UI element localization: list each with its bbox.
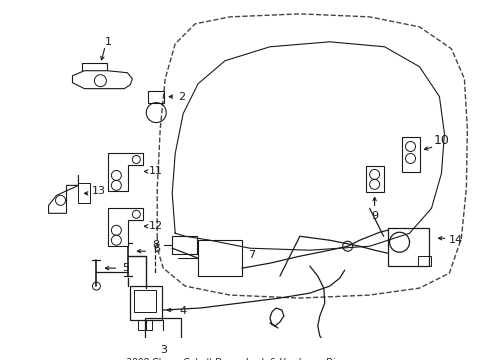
Bar [401,136,419,172]
Bar [172,236,197,254]
Text: 7: 7 [248,250,255,260]
Bar [387,228,428,266]
Bar [134,290,156,312]
Bar [417,256,430,266]
Bar [365,166,383,192]
Polygon shape [48,175,78,213]
Text: 13: 13 [91,186,105,196]
Text: 8: 8 [152,240,160,250]
Bar [130,286,162,320]
Text: 9: 9 [370,211,377,221]
Polygon shape [108,153,143,192]
Bar [198,240,242,276]
Text: 4: 4 [179,306,186,316]
Bar [145,318,181,340]
Text: 2008 Chevy Cobalt Door - Lock & Hardware Diagram: 2008 Chevy Cobalt Door - Lock & Hardware… [125,359,364,360]
Text: 10: 10 [433,134,448,147]
Text: 6: 6 [152,244,160,254]
Polygon shape [72,71,132,89]
Text: 11: 11 [149,166,163,176]
Text: 5: 5 [122,263,128,273]
Text: 1: 1 [104,37,112,47]
Text: 2: 2 [178,92,185,102]
Polygon shape [108,208,143,246]
Bar [138,320,152,330]
Text: 3: 3 [160,345,166,355]
Bar [148,91,164,103]
Text: 12: 12 [149,221,163,231]
Text: 14: 14 [447,235,462,245]
Bar [78,183,90,203]
